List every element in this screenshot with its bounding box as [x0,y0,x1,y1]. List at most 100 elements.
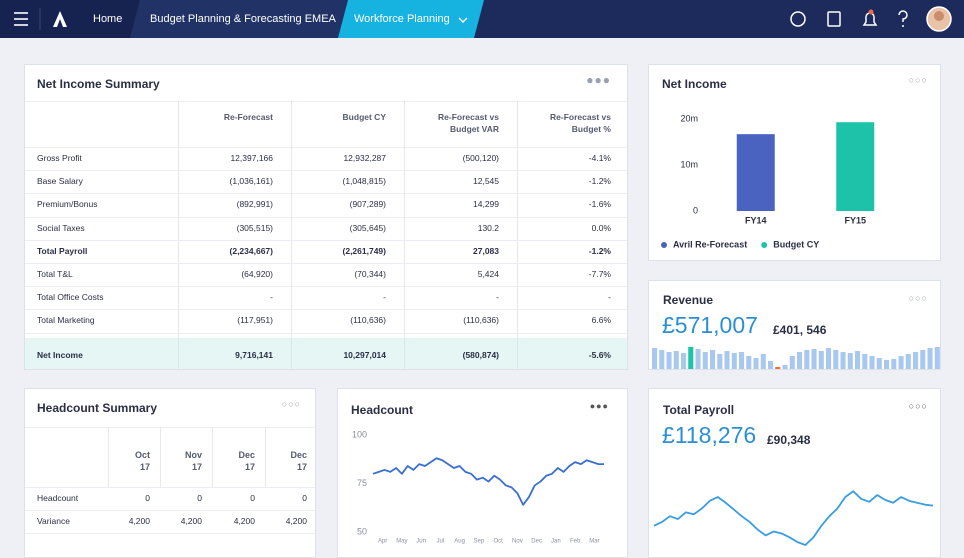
nav-active-tab[interactable]: Workforce Planning [354,13,450,25]
row-label: Total Marketing [37,315,95,326]
headcount-panel: Headcount ●●● 50 75 100 Apr May Jun Jul Aug Sep O… [337,388,628,558]
revenue-panel: Revenue ○○○ £571,007 £401, 546 [648,280,941,370]
cell: -1.2% [588,245,611,256]
row-divider [25,286,627,288]
cell: 0 [250,493,255,503]
bar [736,134,775,211]
panel-menu[interactable]: ○○○ [281,399,301,409]
cell: 6.6% [591,315,611,326]
cell: (580,874) [462,350,499,360]
row-label: Base Salary [37,176,83,187]
cell: 130.2 [477,222,499,233]
panel-menu[interactable]: ○○○ [908,293,928,303]
column-divider [212,427,213,487]
cell: 4,200 [285,516,307,526]
cell: 12,545 [473,176,499,187]
row-divider [25,510,315,511]
cell: 14,299 [473,199,499,210]
panel-title: Total Payroll [663,403,735,417]
logo[interactable] [53,11,67,27]
cell: -5.6% [588,350,611,360]
cell: (305,645) [349,222,386,233]
legend-swatch [761,242,768,248]
panel-menu[interactable]: ●●● [589,401,609,411]
panel-menu[interactable]: ○○○ [908,75,928,85]
revenue-amount: £571,007 [662,312,758,338]
bar [869,356,875,369]
cell: 12,932,287 [343,153,386,163]
row-divider [25,309,627,311]
panel-menu[interactable]: ●●● [586,73,611,87]
help-icon[interactable] [898,10,908,22]
column-header: Re-Forecast vs Budget % [550,112,611,134]
row-label: Total Payroll [37,245,88,256]
x-tick-label: Mar [589,539,599,545]
column-header: Re-Forecast [223,112,273,122]
bar [884,360,890,369]
x-tick-label: Aug [454,539,465,545]
bar [666,352,672,369]
bar [702,352,708,369]
cell: (1,036,161) [229,176,273,187]
line [653,490,934,546]
bar [804,350,810,369]
column-header: Budget CY [342,112,386,122]
cell: (2,234,667) [229,245,273,256]
bar [746,356,752,369]
column-divider [178,338,179,369]
bar [811,349,817,369]
column-header: Nov 17 [184,450,202,472]
tasks-icon[interactable] [827,11,841,27]
bar [739,352,745,369]
bar [840,352,846,369]
y-tick-label: 0 [693,205,698,215]
table-border [25,487,315,488]
bar [797,352,803,369]
column-divider [291,338,292,369]
panel-menu[interactable]: ○○○ [908,401,928,411]
cell: 9,716,141 [235,350,273,360]
y-tick-label: 50 [357,526,367,536]
x-tick-label: Dec [531,539,542,545]
legend-label: Budget CY [773,239,819,249]
total-row-bg [25,338,627,369]
row-label: Premium/Bonus [37,199,98,210]
x-tick-label: Oct [493,539,503,545]
cell: -7.7% [588,269,611,279]
row-divider [25,263,627,264]
cell: 4,200 [233,516,255,526]
column-divider [291,101,292,369]
bar [927,348,933,369]
nav-left-bg [0,0,140,38]
cell: 0 [197,493,202,503]
panel-title: Net Income Summary [37,77,160,91]
x-tick-label: Jun [416,539,426,545]
row-label: Total Office Costs [37,292,104,303]
bar [760,354,766,369]
nav-home[interactable]: Home [93,13,122,25]
menu-icon[interactable] [14,12,28,26]
y-tick-label: 20m [680,113,698,123]
row-divider [25,332,627,334]
panel-title: Headcount Summary [37,401,158,415]
nav-breadcrumb[interactable]: Budget Planning & Forecasting EMEA [150,13,337,25]
column-header: Re-Forecast vs Budget VAR [438,112,499,134]
cell: -1.6% [588,199,611,210]
bar [710,350,716,369]
revenue-secondary: £401, 546 [773,323,827,337]
x-tick-label: Jan [551,539,561,545]
cell: (110,636) [463,315,499,326]
headcount-summary-panel: Headcount Summary ○○○ Oct 17 Nov 17 Dec 17… [24,388,316,558]
notification-dot [868,9,874,15]
bar [891,359,897,369]
bar [731,353,737,369]
tab-chevron[interactable] [458,17,468,23]
bar [855,351,861,369]
row-label: Social Taxes [37,222,85,233]
bar [681,353,687,369]
row-divider [25,239,627,241]
x-tick-label: FY14 [745,215,767,225]
bar [833,350,839,369]
cell: 4,200 [128,516,150,526]
chat-icon[interactable] [790,11,806,27]
